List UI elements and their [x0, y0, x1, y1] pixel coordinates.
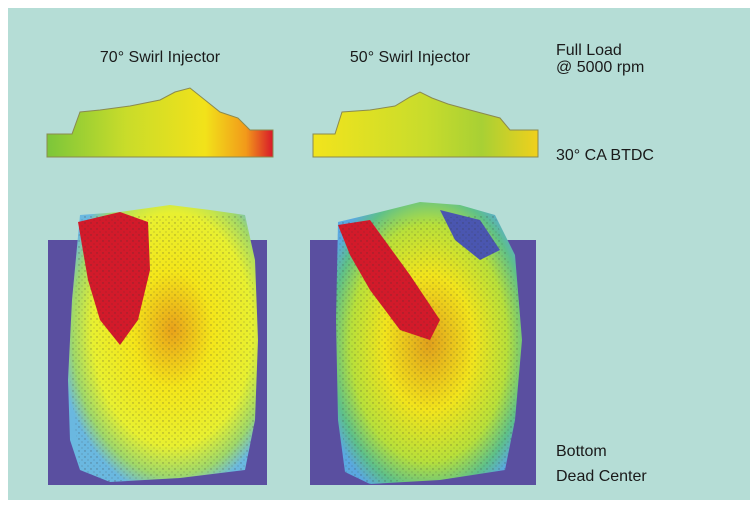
column-title: 70° Swirl Injector	[100, 49, 221, 66]
fuel-distribution-image	[48, 205, 267, 485]
row-label: 30° CA BTDC	[556, 147, 654, 164]
fuel-distribution-image	[310, 202, 536, 485]
condition-label: Full Load	[556, 42, 622, 59]
row-label: Bottom	[556, 443, 607, 460]
condition-label: @ 5000 rpm	[556, 59, 644, 76]
page: 70° Swirl Injector 50° Swirl Injector Fu…	[0, 0, 750, 512]
column-title: 50° Swirl Injector	[350, 49, 471, 66]
row-label: Dead Center	[556, 468, 647, 485]
figure: 70° Swirl Injector 50° Swirl Injector Fu…	[0, 0, 750, 512]
